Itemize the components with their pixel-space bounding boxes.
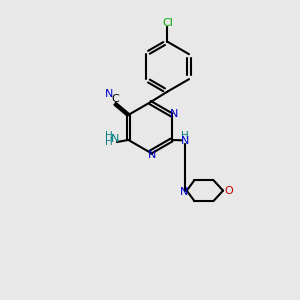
Text: H: H: [105, 131, 113, 141]
Text: N: N: [105, 89, 113, 99]
Text: N: N: [181, 136, 189, 146]
Text: N: N: [170, 109, 178, 118]
Text: N: N: [148, 149, 156, 160]
Text: H: H: [105, 137, 113, 147]
Text: N: N: [111, 134, 119, 144]
Text: H: H: [181, 131, 189, 141]
Text: O: O: [224, 186, 233, 196]
Text: C: C: [111, 94, 119, 104]
Text: Cl: Cl: [162, 18, 173, 28]
Text: N: N: [180, 187, 189, 197]
